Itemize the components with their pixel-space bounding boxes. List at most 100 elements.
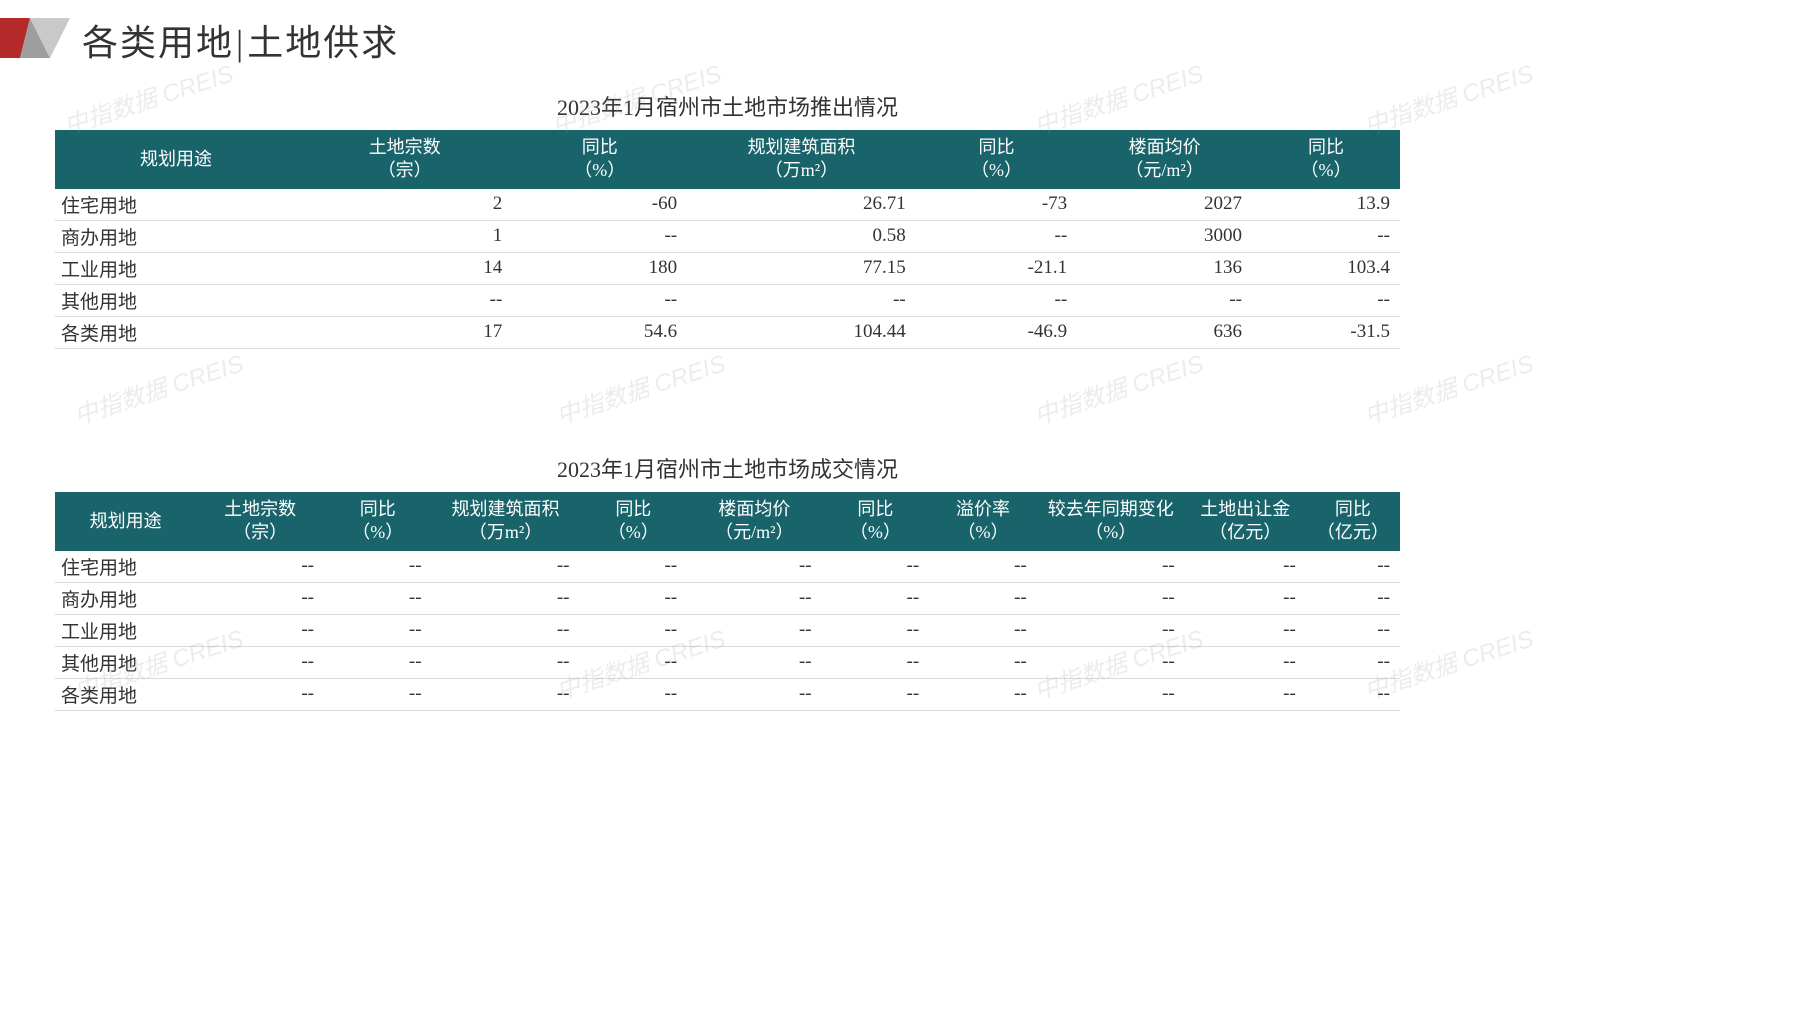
cell-value: -- [687, 551, 822, 583]
deal-header: 同比（亿元） [1306, 492, 1400, 551]
cell-value: -- [929, 551, 1037, 583]
cell-value: -- [432, 551, 580, 583]
deal-header: 土地宗数（宗） [196, 492, 324, 551]
table-row: 住宅用地2-6026.71-73202713.9 [55, 189, 1400, 221]
launch-table-title: 2023年1月宿州市土地市场推出情况 [55, 90, 1400, 122]
cell-value: -- [1306, 646, 1400, 678]
cell-value: -31.5 [1252, 316, 1400, 348]
row-label: 工业用地 [55, 614, 196, 646]
row-label: 住宅用地 [55, 551, 196, 583]
cell-value: 636 [1077, 316, 1252, 348]
title-left: 各类用地 [82, 23, 234, 63]
cell-value: -- [1185, 582, 1306, 614]
cell-value: -- [1037, 582, 1185, 614]
cell-value: -- [432, 678, 580, 710]
cell-value: -- [687, 678, 822, 710]
cell-value: -- [1077, 284, 1252, 316]
launch-header: 规划用途 [55, 130, 297, 189]
cell-value: -- [822, 614, 930, 646]
deal-header: 规划用途 [55, 492, 196, 551]
cell-value: 2027 [1077, 189, 1252, 221]
cell-value: 0.58 [687, 220, 916, 252]
deal-table: 规划用途土地宗数（宗）同比（%）规划建筑面积（万m²）同比（%）楼面均价（元/m… [55, 492, 1400, 711]
cell-value: -- [196, 582, 324, 614]
cell-value: -- [822, 551, 930, 583]
cell-value: 26.71 [687, 189, 916, 221]
cell-value: -- [1185, 678, 1306, 710]
cell-value: -60 [512, 189, 687, 221]
cell-value: -- [196, 646, 324, 678]
table-row: 各类用地-------------------- [55, 678, 1400, 710]
cell-value: -- [929, 582, 1037, 614]
cell-value: -- [324, 678, 432, 710]
row-label: 商办用地 [55, 582, 196, 614]
cell-value: 3000 [1077, 220, 1252, 252]
cell-value: -- [324, 551, 432, 583]
deal-header: 规划建筑面积（万m²） [432, 492, 580, 551]
watermark: 中指数据 CREIS [1359, 344, 1537, 432]
title-right: 土地供求 [247, 23, 399, 63]
cell-value: 54.6 [512, 316, 687, 348]
deal-header: 较去年同期变化（%） [1037, 492, 1185, 551]
launch-table: 规划用途土地宗数（宗）同比（%）规划建筑面积（万m²）同比（%）楼面均价（元/m… [55, 130, 1400, 349]
deal-table-section: 2023年1月宿州市土地市场成交情况 规划用途土地宗数（宗） 同比（%）规划建筑面… [55, 452, 1400, 711]
cell-value: -- [822, 678, 930, 710]
cell-value: -- [580, 614, 688, 646]
logo-icon [0, 18, 70, 58]
table-row: 工业用地1418077.15-21.1136103.4 [55, 252, 1400, 284]
cell-value: -- [580, 551, 688, 583]
cell-value: -- [822, 646, 930, 678]
table-row: 其他用地-------------------- [55, 646, 1400, 678]
row-label: 商办用地 [55, 220, 297, 252]
table-row: 其他用地------------ [55, 284, 1400, 316]
cell-value: -- [1037, 551, 1185, 583]
cell-value: -- [196, 551, 324, 583]
row-label: 各类用地 [55, 678, 196, 710]
cell-value: 2 [297, 189, 512, 221]
cell-value: 77.15 [687, 252, 916, 284]
cell-value: -- [324, 582, 432, 614]
cell-value: 14 [297, 252, 512, 284]
watermark: 中指数据 CREIS [551, 344, 729, 432]
launch-header: 同比（%） [916, 130, 1077, 189]
cell-value: 1 [297, 220, 512, 252]
row-label: 工业用地 [55, 252, 297, 284]
deal-table-title: 2023年1月宿州市土地市场成交情况 [55, 452, 1400, 484]
table-row: 各类用地1754.6104.44-46.9636-31.5 [55, 316, 1400, 348]
cell-value: -- [1306, 582, 1400, 614]
cell-value: -- [1252, 284, 1400, 316]
cell-value: -- [916, 220, 1077, 252]
row-label: 各类用地 [55, 316, 297, 348]
watermark: 中指数据 CREIS [1029, 344, 1207, 432]
launch-header: 规划建筑面积（万m²） [687, 130, 916, 189]
cell-value: -- [929, 678, 1037, 710]
cell-value: 136 [1077, 252, 1252, 284]
cell-value: -- [687, 646, 822, 678]
cell-value: -- [1037, 614, 1185, 646]
deal-header: 同比（%） [580, 492, 688, 551]
cell-value: -- [1252, 220, 1400, 252]
cell-value: -- [580, 646, 688, 678]
deal-header: 溢价率（%） [929, 492, 1037, 551]
row-label: 其他用地 [55, 646, 196, 678]
table-row: 工业用地-------------------- [55, 614, 1400, 646]
cell-value: -- [324, 614, 432, 646]
cell-value: -46.9 [916, 316, 1077, 348]
cell-value: -- [1306, 678, 1400, 710]
table-row: 商办用地-------------------- [55, 582, 1400, 614]
cell-value: -21.1 [916, 252, 1077, 284]
launch-header: 土地宗数（宗） [297, 130, 512, 189]
cell-value: -- [916, 284, 1077, 316]
cell-value: -- [1185, 614, 1306, 646]
cell-value: -- [1306, 551, 1400, 583]
cell-value: -- [297, 284, 512, 316]
cell-value: -- [196, 614, 324, 646]
cell-value: -- [929, 614, 1037, 646]
table-row: 住宅用地-------------------- [55, 551, 1400, 583]
cell-value: 104.44 [687, 316, 916, 348]
watermark: 中指数据 CREIS [69, 344, 247, 432]
cell-value: -- [1185, 551, 1306, 583]
cell-value: 17 [297, 316, 512, 348]
deal-header: 土地出让金（亿元） [1185, 492, 1306, 551]
cell-value: -- [822, 582, 930, 614]
